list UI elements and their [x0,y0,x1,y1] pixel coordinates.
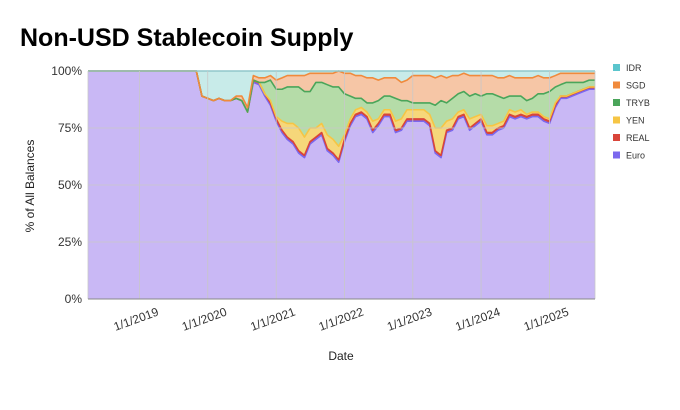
x-axis-label: Date [328,349,354,363]
grid-layer [87,70,596,300]
x-tick-label: 1/1/2023 [385,305,434,334]
legend: IDR SGD TRYB YEN REAL Euro [613,63,650,161]
x-tick-label: 1/1/2019 [112,305,161,334]
legend-swatch-euro [613,151,620,159]
x-tick-label: 1/1/2020 [180,305,229,334]
x-tick-label: 1/1/2025 [522,305,571,334]
legend-swatch-yen [613,116,620,124]
chart-title: Non-USD Stablecoin Supply [20,24,354,52]
legend-label-yen: YEN [626,116,645,126]
y-tick-label: 0% [65,292,83,306]
area-tryb [88,71,595,147]
legend-swatch-tryb [613,99,620,106]
y-tick-label: 50% [58,178,82,192]
x-tick-label: 1/1/2024 [453,305,502,334]
legend-swatch-sgd [613,81,620,89]
y-tick-label: 25% [58,235,82,249]
area-idr [88,71,595,108]
legend-swatch-real [613,134,620,141]
legend-label-real: REAL [626,133,650,143]
legend-label-tryb: TRYB [626,98,650,108]
area-sgd [88,71,595,113]
legend-label-idr: IDR [626,63,642,73]
y-tick-label: 100% [51,64,82,78]
x-tick-label: 1/1/2022 [317,305,366,334]
legend-label-sgd: SGD [626,81,646,91]
x-ticks: 1/1/2019 1/1/2020 1/1/2021 1/1/2022 1/1/2023… [112,305,571,334]
line-sgd [88,70,595,109]
legend-label-euro: Euro [626,151,645,161]
y-ticks: 0% 25% 50% 75% 100% [51,64,82,306]
y-tick-label: 75% [58,121,82,135]
legend-swatch-idr [613,64,620,71]
y-axis-label: % of All Balances [23,140,37,233]
x-tick-label: 1/1/2021 [248,305,297,334]
